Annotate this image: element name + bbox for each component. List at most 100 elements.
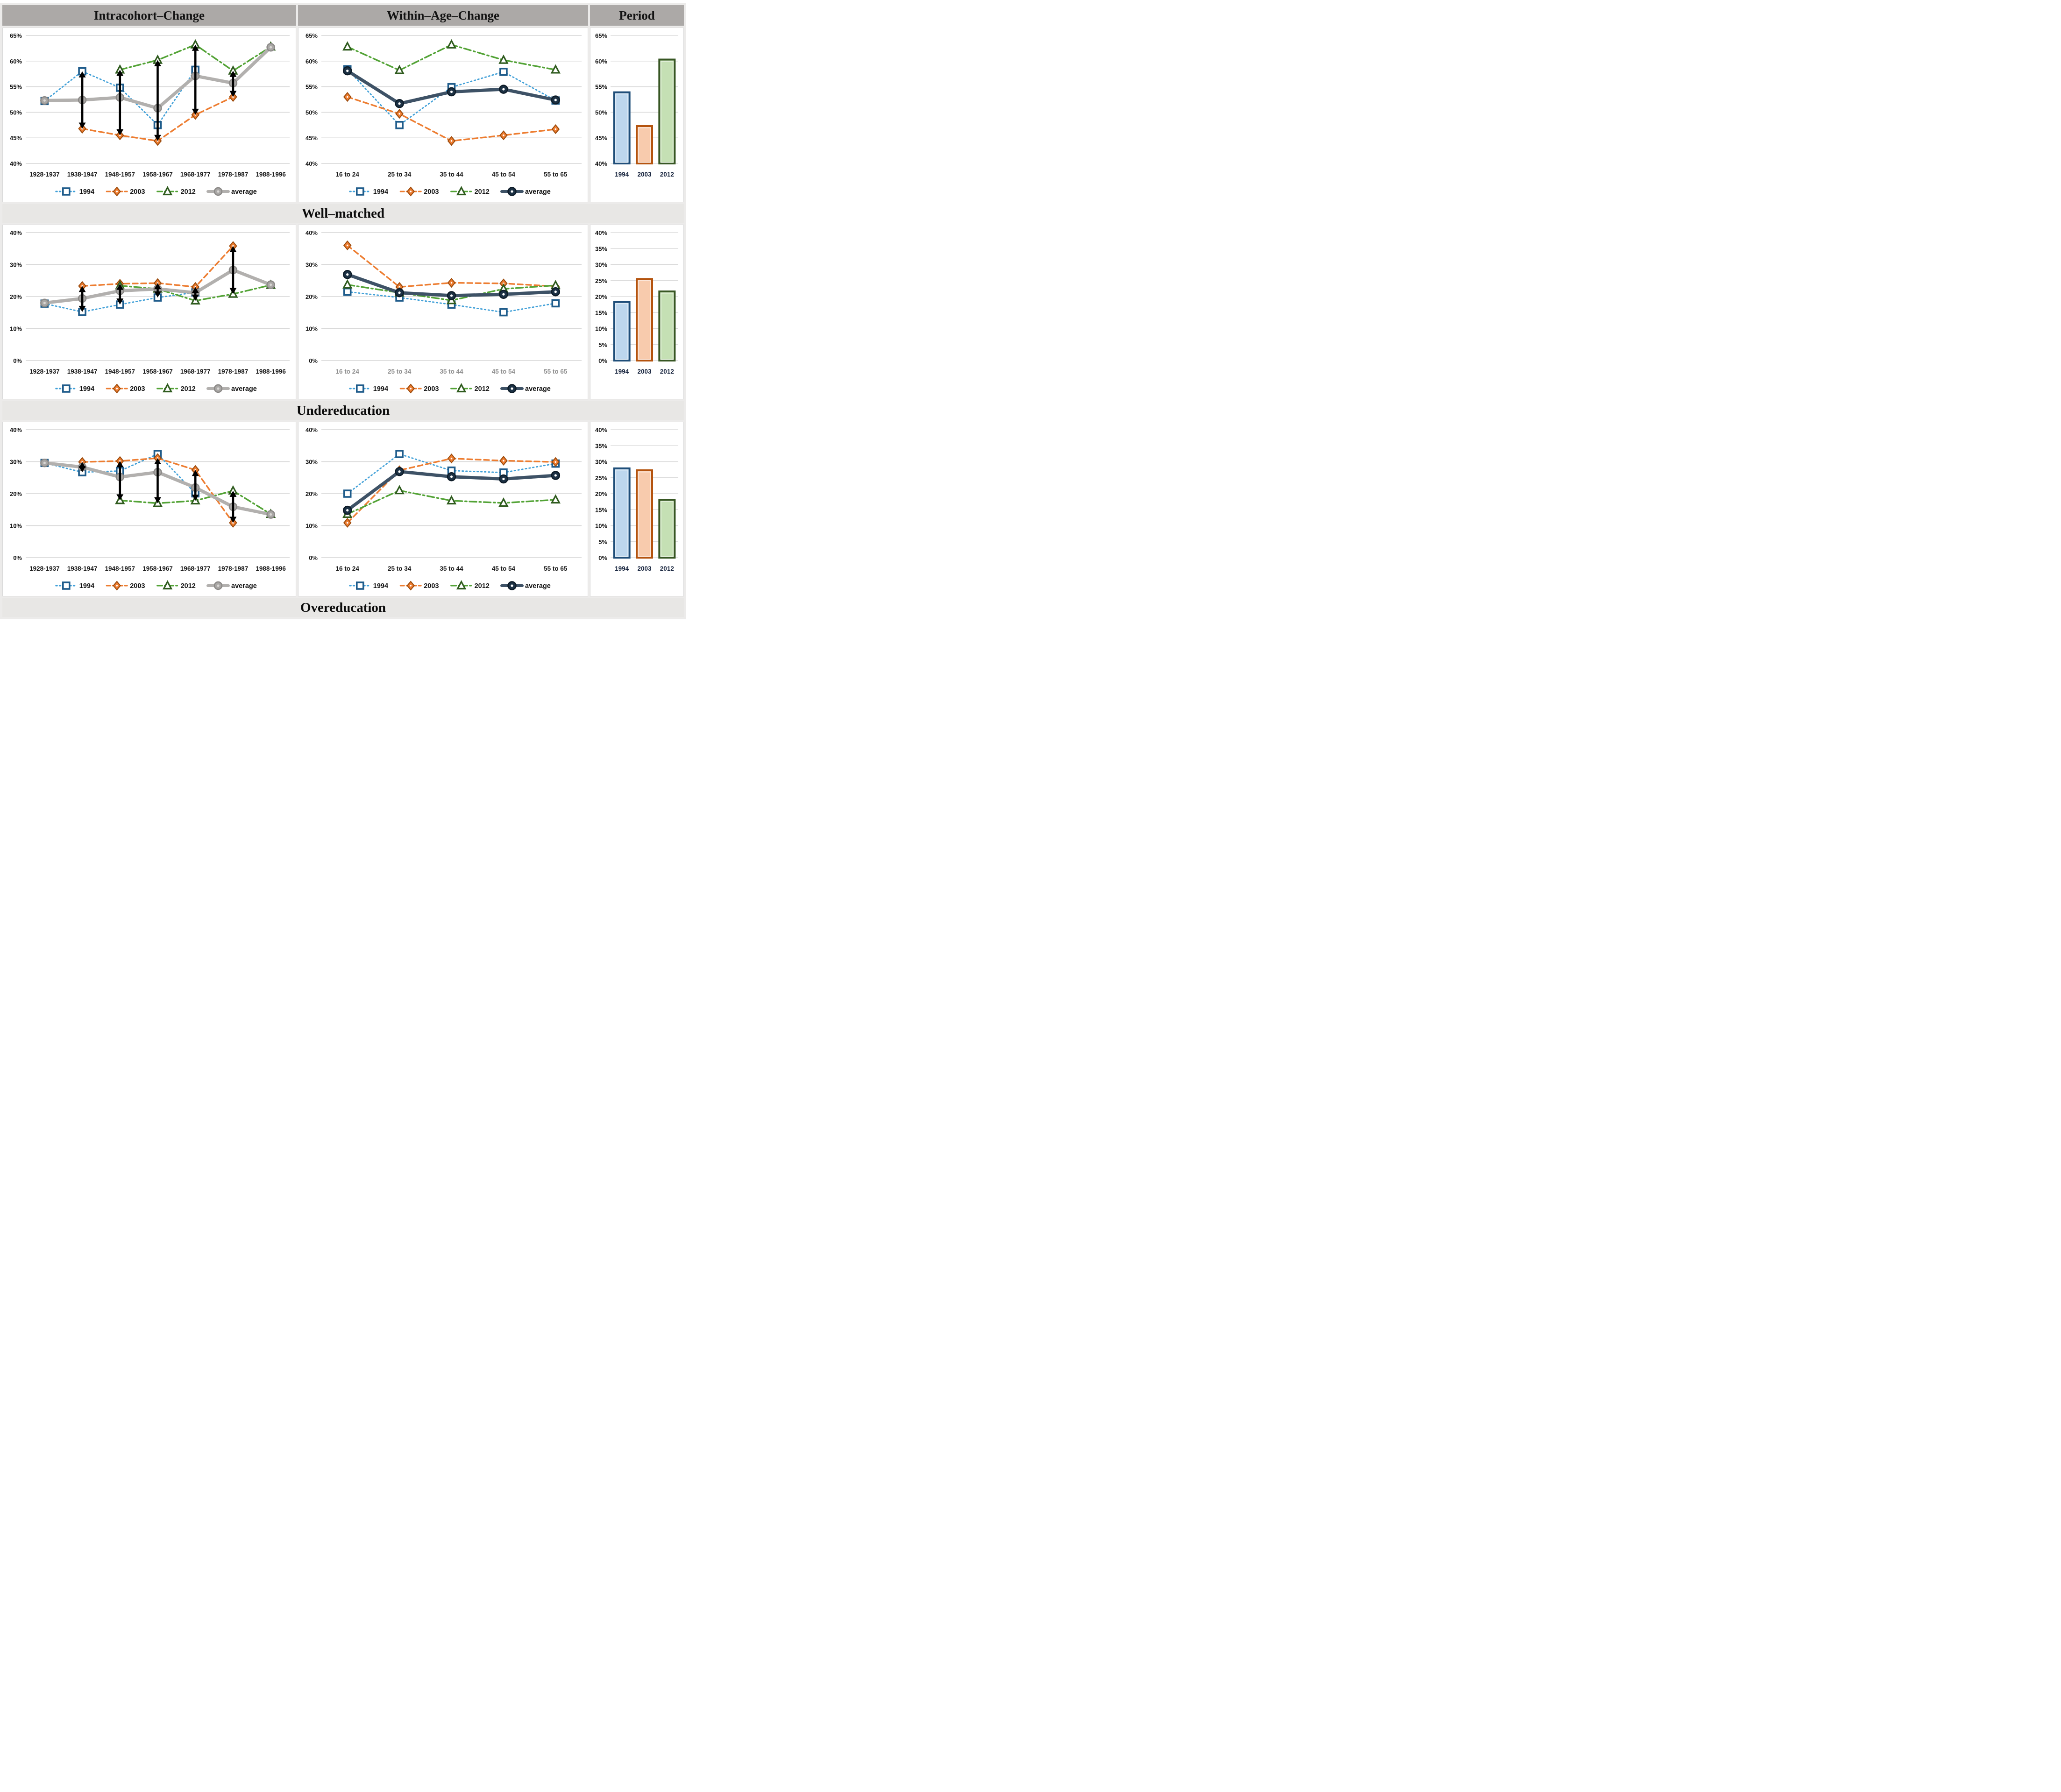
svg-text:1988-1996: 1988-1996 <box>256 171 286 178</box>
svg-text:10%: 10% <box>595 523 607 530</box>
svg-text:1994: 1994 <box>615 565 629 572</box>
svg-text:40%: 40% <box>595 229 607 236</box>
svg-text:1938-1947: 1938-1947 <box>67 565 98 572</box>
svg-text:1958-1967: 1958-1967 <box>142 368 173 375</box>
svg-text:16 to 24: 16 to 24 <box>336 368 360 375</box>
svg-text:20%: 20% <box>306 490 318 497</box>
range-arrow <box>116 283 124 305</box>
svg-text:40%: 40% <box>595 426 607 433</box>
svg-text:10%: 10% <box>595 326 607 333</box>
svg-text:2012: 2012 <box>181 582 196 590</box>
legend-item-2012: 2012 <box>450 580 490 590</box>
range-arrow <box>116 461 124 501</box>
svg-text:2003: 2003 <box>424 582 439 590</box>
svg-text:16 to 24: 16 to 24 <box>336 565 360 572</box>
overeducation-period-bar-chart: 40% 35% 30% 25% 20% 15% 10% 5% 0% 1994 2003 2012 <box>595 426 678 572</box>
svg-text:60%: 60% <box>10 58 22 65</box>
svg-text:45%: 45% <box>306 135 318 142</box>
svg-text:55%: 55% <box>595 84 607 91</box>
bar-2012 <box>658 290 676 361</box>
svg-text:1994: 1994 <box>373 385 388 393</box>
svg-text:1994: 1994 <box>615 171 629 178</box>
svg-text:35 to 44: 35 to 44 <box>440 368 463 375</box>
series-2012 <box>342 485 561 518</box>
svg-text:1988-1996: 1988-1996 <box>256 368 286 375</box>
svg-text:2003: 2003 <box>424 385 439 393</box>
svg-text:average: average <box>525 188 551 196</box>
bar-2003 <box>636 469 653 559</box>
svg-text:30%: 30% <box>595 459 607 466</box>
svg-text:average: average <box>525 385 551 393</box>
svg-text:45 to 54: 45 to 54 <box>492 368 516 375</box>
svg-text:25 to 34: 25 to 34 <box>388 368 412 375</box>
svg-text:1994: 1994 <box>373 188 388 196</box>
legend-item-2012: 2012 <box>450 186 490 196</box>
svg-text:1978-1987: 1978-1987 <box>218 171 249 178</box>
legend-item-2012: 2012 <box>156 383 196 393</box>
bar-2012 <box>658 499 676 559</box>
svg-text:2003: 2003 <box>130 385 145 393</box>
legend-item-average: average <box>500 384 551 393</box>
svg-text:10%: 10% <box>306 523 318 530</box>
svg-text:40%: 40% <box>10 229 22 236</box>
column-header-period: Period <box>590 5 684 26</box>
svg-text:1994: 1994 <box>79 385 94 393</box>
series-1994 <box>343 65 560 129</box>
svg-text:45 to 54: 45 to 54 <box>492 171 516 178</box>
svg-text:5%: 5% <box>598 341 607 348</box>
svg-text:30%: 30% <box>306 262 318 269</box>
svg-text:1928-1937: 1928-1937 <box>29 171 60 178</box>
svg-text:65%: 65% <box>10 32 22 39</box>
chart-panel-wellmatched-intracohort: 65% 60% 55% 50% 45% 40% 1928-1937 1938-1947 1948… <box>2 28 296 202</box>
legend-item-2012: 2012 <box>156 580 196 590</box>
svg-text:1994: 1994 <box>79 188 94 196</box>
svg-text:0%: 0% <box>309 357 318 364</box>
chart-panel-overeducation-withinage: 40% 30% 20% 10% 0% 16 to 24 25 to 34 35 to 44 45… <box>298 422 588 596</box>
legend-item-average: average <box>500 187 551 196</box>
svg-text:25 to 34: 25 to 34 <box>388 565 412 572</box>
svg-text:35 to 44: 35 to 44 <box>440 565 463 572</box>
svg-text:2003: 2003 <box>424 188 439 196</box>
range-arrow <box>192 287 199 301</box>
svg-text:55 to 65: 55 to 65 <box>544 171 568 178</box>
bar-1994 <box>613 91 631 164</box>
svg-text:1978-1987: 1978-1987 <box>218 368 249 375</box>
range-arrow <box>229 246 237 294</box>
overeducation-intracohort-chart: 40% 30% 20% 10% 0% 1928-1937 1938-1947 1948-195… <box>10 426 290 591</box>
svg-text:25%: 25% <box>595 277 607 284</box>
column-header-intracohort-change-label: Intracohort–Change <box>94 8 205 22</box>
svg-text:55 to 65: 55 to 65 <box>544 565 568 572</box>
svg-text:1968-1977: 1968-1977 <box>180 565 211 572</box>
range-arrow <box>154 283 161 298</box>
svg-text:average: average <box>231 385 257 393</box>
legend-item-2003: 2003 <box>399 383 439 394</box>
svg-text:1948-1957: 1948-1957 <box>105 171 135 178</box>
legend-item-2003: 2003 <box>106 186 145 197</box>
svg-text:1938-1947: 1938-1947 <box>67 368 98 375</box>
svg-text:1994: 1994 <box>79 582 94 590</box>
svg-text:10%: 10% <box>10 326 22 333</box>
svg-text:2012: 2012 <box>660 565 674 572</box>
svg-text:2012: 2012 <box>660 368 674 375</box>
row-label-wellmatched: Well–matched <box>2 204 684 223</box>
svg-text:55 to 65: 55 to 65 <box>544 368 568 375</box>
legend-item-2003: 2003 <box>106 383 145 394</box>
svg-text:20%: 20% <box>306 293 318 300</box>
svg-text:30%: 30% <box>10 459 22 466</box>
legend-item-1994: 1994 <box>55 384 94 393</box>
wellmatched-period-bar-chart: 65% 60% 55% 50% 45% 40% 1994 2003 2012 <box>595 32 678 178</box>
overeducation-withinage-chart: 40% 30% 20% 10% 0% 16 to 24 25 to 34 35 to 44 45… <box>306 426 582 591</box>
wellmatched-withinage-chart: 65% 60% 55% 50% 45% 40% 16 to 24 25 to 34 35 to … <box>306 32 582 197</box>
bar-2012 <box>658 58 676 165</box>
svg-text:2003: 2003 <box>130 582 145 590</box>
svg-text:55%: 55% <box>306 84 318 91</box>
svg-text:0%: 0% <box>13 357 22 364</box>
svg-text:30%: 30% <box>10 262 22 269</box>
svg-text:2012: 2012 <box>475 188 490 196</box>
chart-panel-wellmatched-period: 65% 60% 55% 50% 45% 40% 1994 2003 2012 <box>590 28 684 202</box>
svg-text:10%: 10% <box>306 326 318 333</box>
svg-text:2003: 2003 <box>637 565 652 572</box>
legend-item-1994: 1994 <box>55 187 94 196</box>
svg-text:2012: 2012 <box>475 385 490 393</box>
svg-text:40%: 40% <box>10 426 22 433</box>
